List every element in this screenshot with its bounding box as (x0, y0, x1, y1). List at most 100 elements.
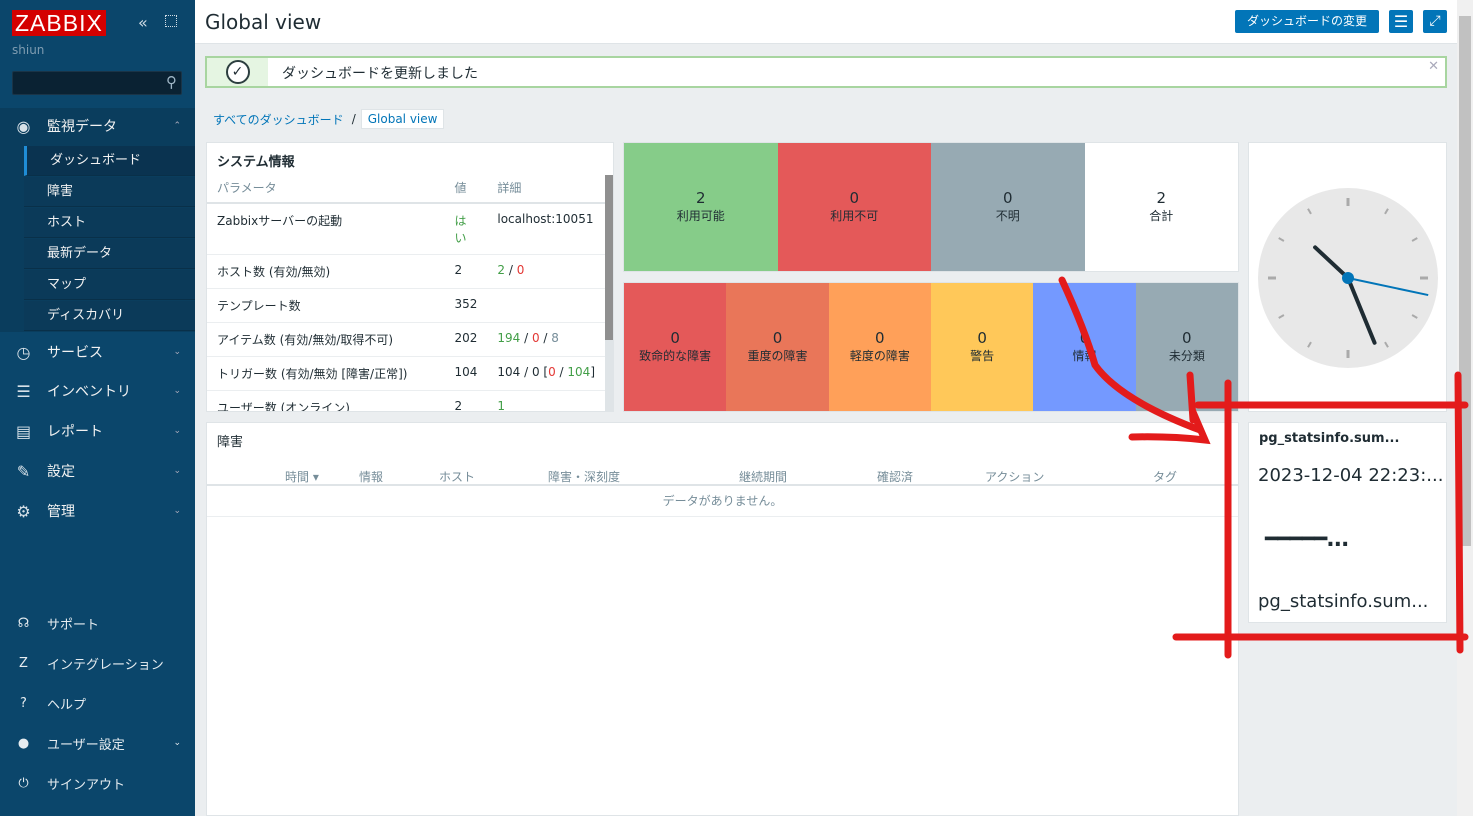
eye-icon: ◉ (16, 116, 31, 136)
chevron-down-icon: ⌄ (173, 386, 181, 396)
kiosk-sidebar-icon[interactable] (165, 15, 177, 27)
count: 0 (977, 329, 987, 347)
fullscreen-icon[interactable]: ⤢ (1423, 10, 1447, 33)
count: 0 (1182, 329, 1192, 347)
menu-user-settings[interactable]: ● ユーザー設定 ⌄ (0, 728, 195, 758)
menu-integrations[interactable]: Z インテグレーション (0, 648, 195, 678)
minute-hand (1346, 276, 1377, 345)
availability-cell[interactable]: 2 合計 (1084, 143, 1238, 271)
check-icon: ✓ (225, 60, 250, 84)
collapse-sidebar-icon[interactable]: « (138, 13, 148, 32)
item-value-widget: pg_statsinfo.sum... 2023-12-04 22:23:...… (1248, 422, 1447, 623)
menu-services[interactable]: ◷ サービス ⌄ (0, 334, 195, 370)
menu-icon[interactable]: ☰ (1389, 10, 1413, 33)
menu-inventory[interactable]: ☰ インベントリ ⌄ (0, 373, 195, 409)
menu-help[interactable]: ? ヘルプ (0, 688, 195, 718)
count: 2 (695, 189, 706, 207)
scrollbar[interactable] (1457, 0, 1473, 816)
close-icon[interactable]: ✕ (1428, 59, 1439, 74)
menu-administration[interactable]: ⚙ 管理 ⌄ (0, 493, 195, 529)
label: 重度の障害 (747, 349, 808, 363)
clock-tick (1411, 237, 1418, 242)
count: 0 (1079, 329, 1090, 347)
label: 軽度の障害 (849, 349, 910, 363)
severity-cell[interactable]: 0 致命的な障害 (624, 283, 727, 411)
menu-item-dashboard[interactable]: ダッシュボード (24, 146, 195, 176)
clock-widget (1248, 142, 1447, 412)
availability-cell[interactable]: 0 利用不可 (777, 143, 931, 271)
menu-sign-out[interactable]: ⏻ サインアウト (0, 768, 195, 798)
severity-cell[interactable]: 0 未分類 (1135, 283, 1238, 411)
zabbix-z-icon: Z (19, 655, 28, 671)
column-time[interactable]: 時間 ▾ (285, 470, 319, 484)
column-ack: 確認済 (877, 470, 914, 484)
power-icon: ⏻ (18, 775, 29, 791)
user-icon: ● (17, 735, 30, 751)
severity-cell[interactable]: 0 警告 (931, 283, 1034, 411)
clock-tick (1307, 208, 1312, 215)
chevron-down-icon: ⌄ (173, 347, 181, 357)
label: 致命的な障害 (639, 349, 712, 363)
menu-support[interactable]: ☊ サポート (0, 608, 195, 638)
search-icon[interactable]: ⚲ (166, 73, 177, 91)
menu-item-maps[interactable]: マップ (24, 270, 195, 300)
gear-icon: ⚙ (16, 501, 31, 521)
host-availability-widget: 2 利用可能 0 利用不可 0 不明 2 合計 (623, 142, 1239, 272)
count: 0 (875, 329, 885, 347)
severity-cell[interactable]: 0 軽度の障害 (828, 283, 931, 411)
scrollbar[interactable] (605, 175, 613, 411)
count: 0 (849, 189, 860, 207)
menu-reports[interactable]: ▤ レポート ⌄ (0, 413, 195, 449)
widget-title: 障害 (217, 435, 244, 450)
column-info[interactable]: 情報 (359, 470, 384, 484)
problems-by-severity-widget: 0 致命的な障害 0 重度の障害 0 軽度の障害 0 警告 0 情報 0 未分類 (623, 282, 1239, 412)
success-message: ✓ ダッシュボードを更新しました ✕ (205, 56, 1447, 88)
menu-item-latest-data[interactable]: 最新データ (24, 239, 195, 269)
label: 利用可能 (676, 209, 725, 223)
sidebar: ZABBIX « shiun ⚲ ◉ 監視データ ⌃ ダッシュボード 障害 ホスト … (0, 0, 195, 816)
chevron-down-icon: ⌄ (173, 426, 181, 436)
column-actions: アクション (985, 470, 1045, 484)
chevron-down-icon: ⌄ (173, 738, 181, 748)
chevron-up-icon: ⌃ (173, 121, 181, 131)
column-problem-severity[interactable]: 障害・深刻度 (548, 470, 621, 484)
system-info-table: パラメータ値詳細 Zabbixサーバーの起動 はい localhost:10051 … (207, 173, 605, 411)
breadcrumb-all-dashboards[interactable]: すべてのダッシュボード (213, 112, 344, 127)
search-input[interactable]: ⚲ (12, 71, 182, 95)
item-description: pg_statsinfo.sum... (1258, 591, 1429, 612)
username: shiun (12, 43, 45, 57)
menu-configuration[interactable]: ✎ 設定 ⌄ (0, 453, 195, 489)
second-hand (1347, 277, 1429, 297)
count: 0 (1002, 189, 1013, 207)
count: 0 (772, 329, 783, 347)
severity-cell[interactable]: 0 重度の障害 (726, 283, 829, 411)
column-host[interactable]: ホスト (439, 470, 476, 484)
zabbix-logo[interactable]: ZABBIX (12, 10, 106, 36)
breadcrumb-current[interactable]: Global view (360, 109, 445, 129)
menu-item-hosts[interactable]: ホスト (24, 208, 195, 238)
clock-tick (1411, 314, 1418, 319)
count: 2 (1156, 189, 1167, 207)
item-timestamp: 2023-12-04 22:23:... (1258, 465, 1444, 486)
clock-tick (1307, 341, 1312, 348)
widget-title: システム情報 (217, 155, 295, 170)
bar-chart-icon: ▤ (15, 421, 32, 441)
breadcrumb: すべてのダッシュボード / Global view (205, 108, 445, 130)
label: 情報 (1072, 349, 1097, 363)
edit-dashboard-button[interactable]: ダッシュボードの変更 (1235, 10, 1379, 33)
availability-cell[interactable]: 2 利用可能 (624, 143, 778, 271)
label: 利用不可 (830, 209, 879, 223)
wrench-icon: ✎ (16, 461, 31, 481)
clock-tick (1384, 208, 1389, 215)
label: 警告 (970, 349, 995, 363)
severity-cell[interactable]: 0 情報 (1033, 283, 1136, 411)
system-info-widget: システム情報 パラメータ値詳細 Zabbixサーバーの起動 はい localhost… (206, 142, 614, 412)
menu-item-discovery[interactable]: ディスカバリ (24, 301, 195, 331)
label: 合計 (1149, 209, 1174, 223)
clock-face (1258, 188, 1438, 368)
menu-monitoring[interactable]: ◉ 監視データ ⌃ (0, 108, 195, 144)
menu-item-problems[interactable]: 障害 (24, 177, 195, 207)
availability-cell[interactable]: 0 不明 (931, 143, 1085, 271)
message-text: ダッシュボードを更新しました (282, 66, 478, 82)
clock-tick (1384, 341, 1389, 348)
